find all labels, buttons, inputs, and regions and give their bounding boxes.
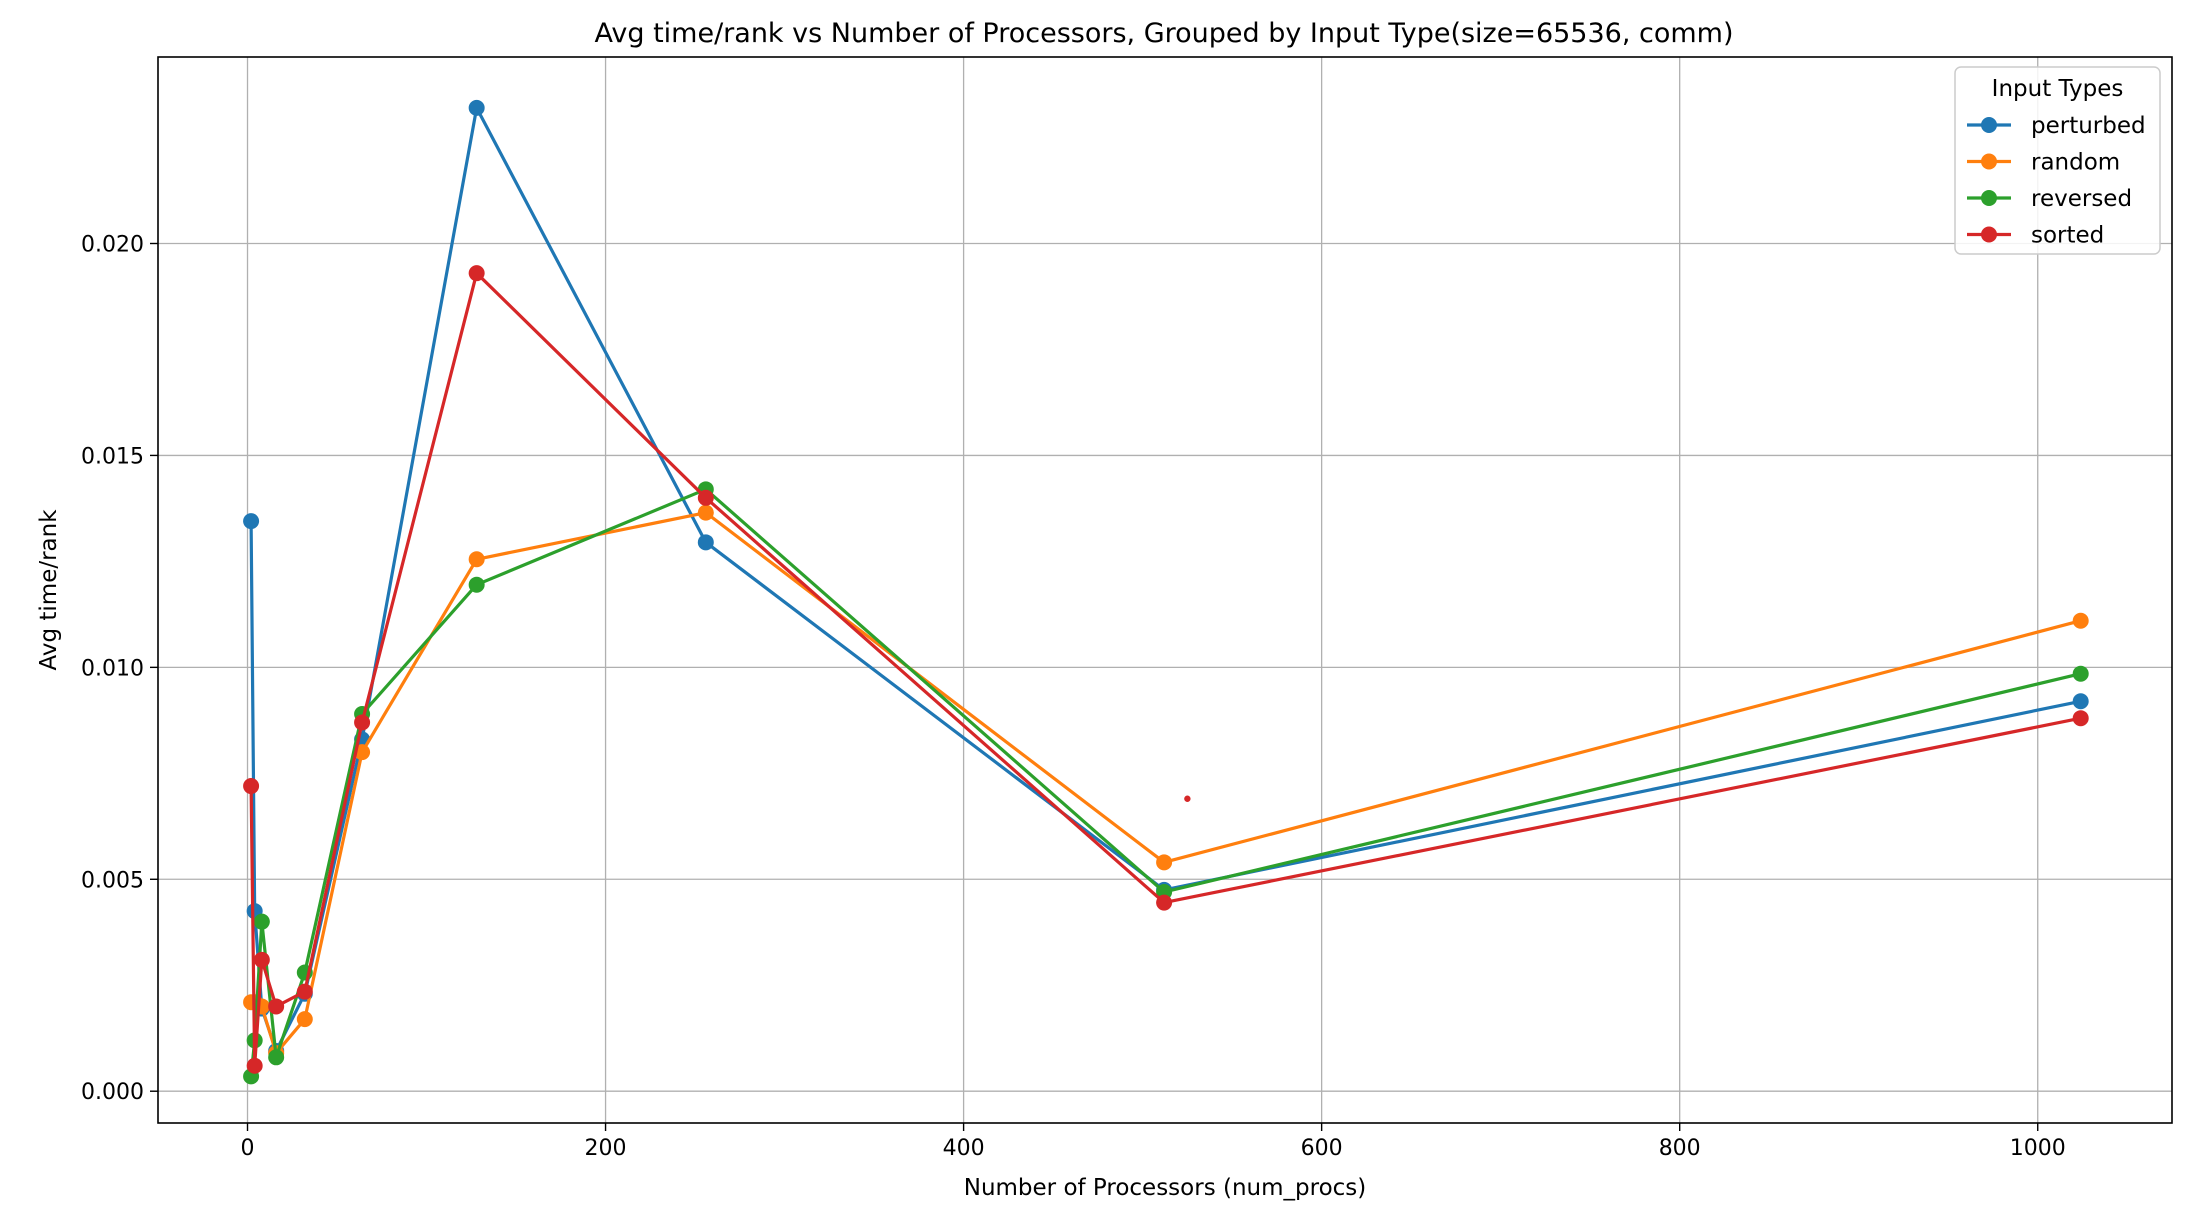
series-layer bbox=[243, 99, 2089, 1085]
y-tick-label: 0.000 bbox=[81, 1080, 144, 1105]
series-random bbox=[243, 504, 2089, 1062]
series-line-reversed bbox=[249, 487, 2082, 1077]
data-point-sorted bbox=[354, 714, 371, 731]
x-tick-label: 1000 bbox=[2010, 1136, 2066, 1161]
annotation-dot bbox=[1184, 795, 1191, 802]
data-point-sorted bbox=[2072, 710, 2089, 727]
legend-label-sorted: sorted bbox=[2031, 223, 2104, 249]
data-point-perturbed bbox=[2072, 693, 2089, 710]
axis-ticks: 0 200 400 600 800 1000 0.000 0.005 0.010 0.015 0.0… bbox=[81, 232, 2066, 1161]
x-tick-label: 600 bbox=[1301, 1136, 1343, 1161]
data-point-sorted bbox=[268, 998, 285, 1015]
legend-swatch-marker bbox=[1981, 117, 1997, 133]
data-point-perturbed bbox=[697, 534, 714, 551]
series-line-sorted bbox=[249, 271, 2082, 1068]
legend-swatch-marker bbox=[1981, 190, 1997, 206]
y-tick-label: 0.010 bbox=[81, 656, 144, 681]
data-point-sorted bbox=[697, 489, 714, 506]
data-point-sorted bbox=[468, 265, 485, 282]
data-point-sorted bbox=[296, 983, 313, 1000]
x-tick-label: 0 bbox=[241, 1136, 255, 1161]
series-reversed bbox=[243, 481, 2089, 1085]
legend-swatch-marker bbox=[1981, 153, 1997, 170]
data-point-perturbed bbox=[243, 513, 260, 530]
data-point-sorted bbox=[243, 778, 260, 795]
legend-label-reversed: reversed bbox=[2031, 186, 2132, 212]
legend-title: Input Types bbox=[1992, 76, 2124, 102]
y-tick-label: 0.005 bbox=[81, 868, 144, 893]
chart-title: Avg time/rank vs Number of Processors, G… bbox=[594, 18, 1733, 49]
data-point-reversed bbox=[468, 576, 485, 593]
y-axis-label: Avg time/rank bbox=[36, 509, 62, 671]
data-point-random bbox=[468, 551, 485, 568]
data-point-sorted bbox=[253, 951, 270, 968]
data-point-reversed bbox=[268, 1049, 285, 1066]
data-point-reversed bbox=[253, 913, 270, 930]
series-line-random bbox=[251, 511, 2082, 1055]
legend-label-random: random bbox=[2031, 150, 2120, 176]
data-point-perturbed bbox=[468, 99, 485, 116]
data-point-random bbox=[697, 504, 714, 521]
data-point-sorted bbox=[246, 1057, 263, 1074]
legend: Input Types perturbed random reversed sorted bbox=[1954, 66, 2161, 255]
y-tick-label: 0.015 bbox=[81, 444, 144, 469]
plot-area bbox=[157, 56, 2173, 1124]
data-point-reversed bbox=[2072, 665, 2089, 682]
x-tick-label: 200 bbox=[585, 1136, 627, 1161]
data-point-random bbox=[2072, 612, 2089, 629]
series-sorted bbox=[243, 265, 2089, 1074]
data-point-sorted bbox=[1156, 894, 1173, 911]
x-axis-label: Number of Processors (num_procs) bbox=[964, 1175, 1367, 1201]
x-tick-label: 800 bbox=[1659, 1136, 1701, 1161]
x-tick-label: 400 bbox=[943, 1136, 985, 1161]
y-tick-label: 0.020 bbox=[81, 232, 144, 257]
legend-swatch-marker bbox=[1981, 226, 1997, 243]
legend-label-perturbed: perturbed bbox=[2031, 113, 2146, 139]
data-point-random bbox=[296, 1011, 313, 1028]
data-point-random bbox=[1156, 854, 1173, 871]
legend-box bbox=[1954, 66, 2161, 255]
